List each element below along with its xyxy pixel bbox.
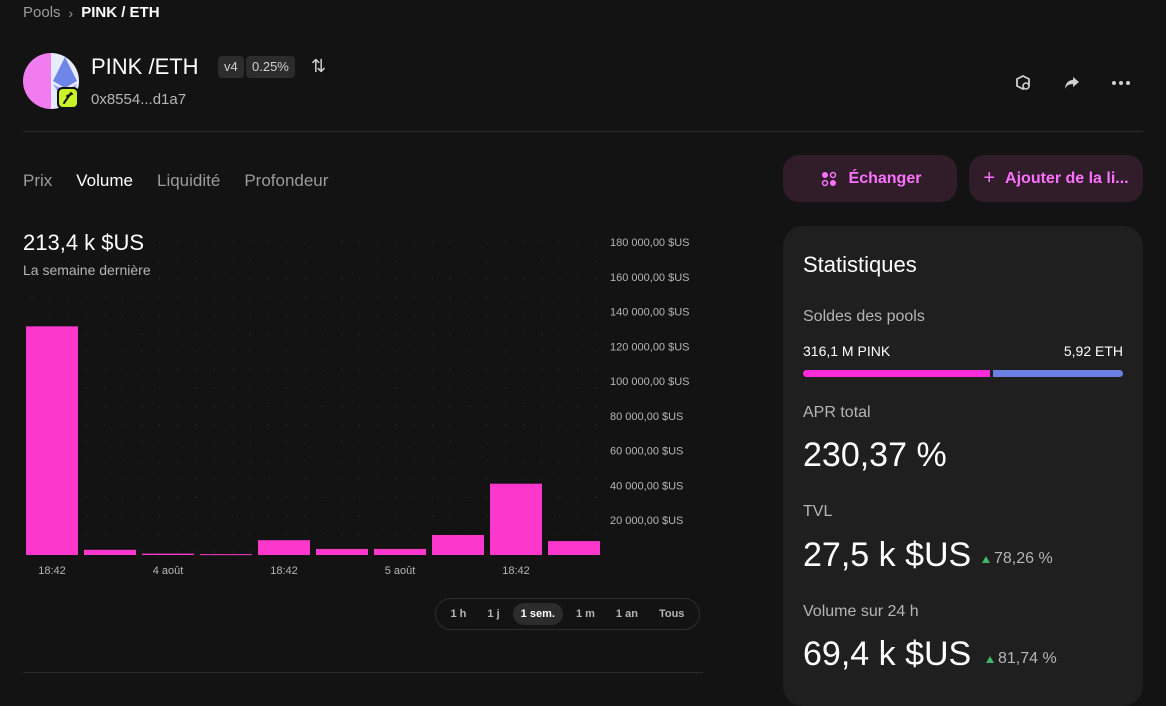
apr-value: 230,37 % bbox=[803, 436, 947, 474]
breadcrumb: Pools › PINK / ETH bbox=[23, 4, 160, 21]
volume-24h-change-value: 81,74 % bbox=[998, 650, 1057, 667]
share-icon[interactable] bbox=[1061, 72, 1083, 94]
breadcrumb-current: PINK / ETH bbox=[81, 4, 160, 21]
tvl-change-value: 78,26 % bbox=[994, 550, 1053, 567]
pool-address[interactable]: 0x8554...d1a7 bbox=[91, 91, 187, 108]
volume-total: 213,4 k $US bbox=[23, 230, 145, 255]
switch-direction-icon[interactable]: ⇅ bbox=[311, 56, 327, 76]
y-tick-label: 140 000,00 $US bbox=[610, 307, 690, 319]
volume-24h-value: 69,4 k $US bbox=[803, 635, 972, 673]
volume-chart[interactable]: 20 000,00 $US 40 000,00 $US 60 000,00 $US 8… bbox=[20, 232, 710, 582]
pair-title: PINK /ETH bbox=[91, 54, 199, 79]
x-tick-label: 18:42 bbox=[502, 565, 530, 577]
volume-bar[interactable] bbox=[432, 535, 484, 555]
tab-price[interactable]: Prix bbox=[23, 171, 53, 190]
x-tick-label: 4 août bbox=[153, 565, 184, 577]
tvl-change: 78,26 % bbox=[982, 550, 1053, 568]
balance-bar-eth bbox=[993, 370, 1123, 377]
balance-eth: 5,92 ETH bbox=[1063, 343, 1123, 359]
y-tick-label: 40 000,00 $US bbox=[610, 480, 683, 492]
tab-depth[interactable]: Profondeur bbox=[244, 171, 329, 190]
swap-icon bbox=[821, 171, 836, 186]
range-1m[interactable]: 1 m bbox=[575, 608, 595, 620]
tab-liquidity[interactable]: Liquidité bbox=[156, 171, 221, 190]
fee-badge: 0.25% bbox=[246, 56, 295, 78]
x-tick-label: 18:42 bbox=[270, 565, 298, 577]
breadcrumb-pools-link[interactable]: Pools bbox=[23, 4, 61, 21]
stats-title: Statistiques bbox=[803, 252, 917, 277]
y-tick-label: 160 000,00 $US bbox=[610, 272, 690, 284]
y-tick-label: 20 000,00 $US bbox=[610, 515, 683, 527]
section-divider bbox=[23, 672, 703, 673]
pool-balances-label: Soldes des pools bbox=[803, 308, 925, 325]
up-arrow-icon bbox=[982, 555, 990, 563]
range-1y[interactable]: 1 an bbox=[615, 608, 638, 620]
volume-24h-change: 81,74 % bbox=[986, 650, 1057, 668]
tvl-value: 27,5 k $US bbox=[803, 536, 972, 574]
up-arrow-icon bbox=[986, 655, 994, 663]
y-tick-label: 120 000,00 $US bbox=[610, 341, 690, 353]
volume-bar[interactable] bbox=[548, 541, 600, 555]
version-badge: v4 bbox=[218, 56, 244, 78]
balance-bar-pink bbox=[803, 370, 990, 377]
pair-logo-icon bbox=[23, 53, 79, 109]
volume-bar[interactable] bbox=[84, 549, 136, 555]
add-liquidity-label: Ajouter de la li... bbox=[1005, 169, 1129, 187]
plus-icon: + bbox=[983, 167, 996, 189]
range-all[interactable]: Tous bbox=[658, 608, 685, 620]
time-range-selector: 1 h 1 j 1 sem. 1 m 1 an Tous bbox=[435, 598, 700, 630]
y-tick-label: 180 000,00 $US bbox=[610, 237, 690, 249]
volume-24h-label: Volume sur 24 h bbox=[803, 603, 919, 620]
x-tick-label: 18:42 bbox=[38, 565, 66, 577]
swap-button-label: Échanger bbox=[848, 169, 922, 187]
volume-bar[interactable] bbox=[316, 548, 368, 555]
range-1d[interactable]: 1 j bbox=[487, 608, 500, 620]
volume-bar[interactable] bbox=[374, 548, 426, 555]
stats-panel bbox=[783, 226, 1143, 706]
add-liquidity-button[interactable]: + Ajouter de la li... bbox=[969, 155, 1143, 202]
tab-volume[interactable]: Volume bbox=[76, 171, 133, 190]
volume-bar[interactable] bbox=[258, 540, 310, 555]
volume-bar[interactable] bbox=[142, 553, 194, 555]
x-tick-label: 5 août bbox=[385, 565, 416, 577]
y-tick-label: 80 000,00 $US bbox=[610, 411, 683, 423]
chart-tabs: Prix Volume Liquidité Profondeur bbox=[23, 171, 328, 191]
chevron-right-icon: › bbox=[68, 4, 74, 21]
explorer-icon[interactable] bbox=[1012, 72, 1034, 94]
range-1w[interactable]: 1 sem. bbox=[512, 603, 563, 625]
header-divider bbox=[23, 131, 1143, 132]
y-tick-label: 100 000,00 $US bbox=[610, 376, 690, 388]
range-1h[interactable]: 1 h bbox=[450, 608, 467, 620]
apr-label: APR total bbox=[803, 404, 871, 421]
y-tick-label: 60 000,00 $US bbox=[610, 446, 683, 458]
tvl-label: TVL bbox=[803, 503, 833, 520]
balance-pink: 316,1 M PINK bbox=[803, 343, 891, 359]
more-icon[interactable] bbox=[1110, 72, 1132, 94]
volume-bar[interactable] bbox=[26, 326, 78, 555]
volume-bar[interactable] bbox=[490, 483, 542, 555]
swap-button[interactable]: Échanger bbox=[783, 155, 957, 202]
volume-period: La semaine dernière bbox=[23, 262, 151, 278]
volume-bar[interactable] bbox=[200, 554, 252, 556]
